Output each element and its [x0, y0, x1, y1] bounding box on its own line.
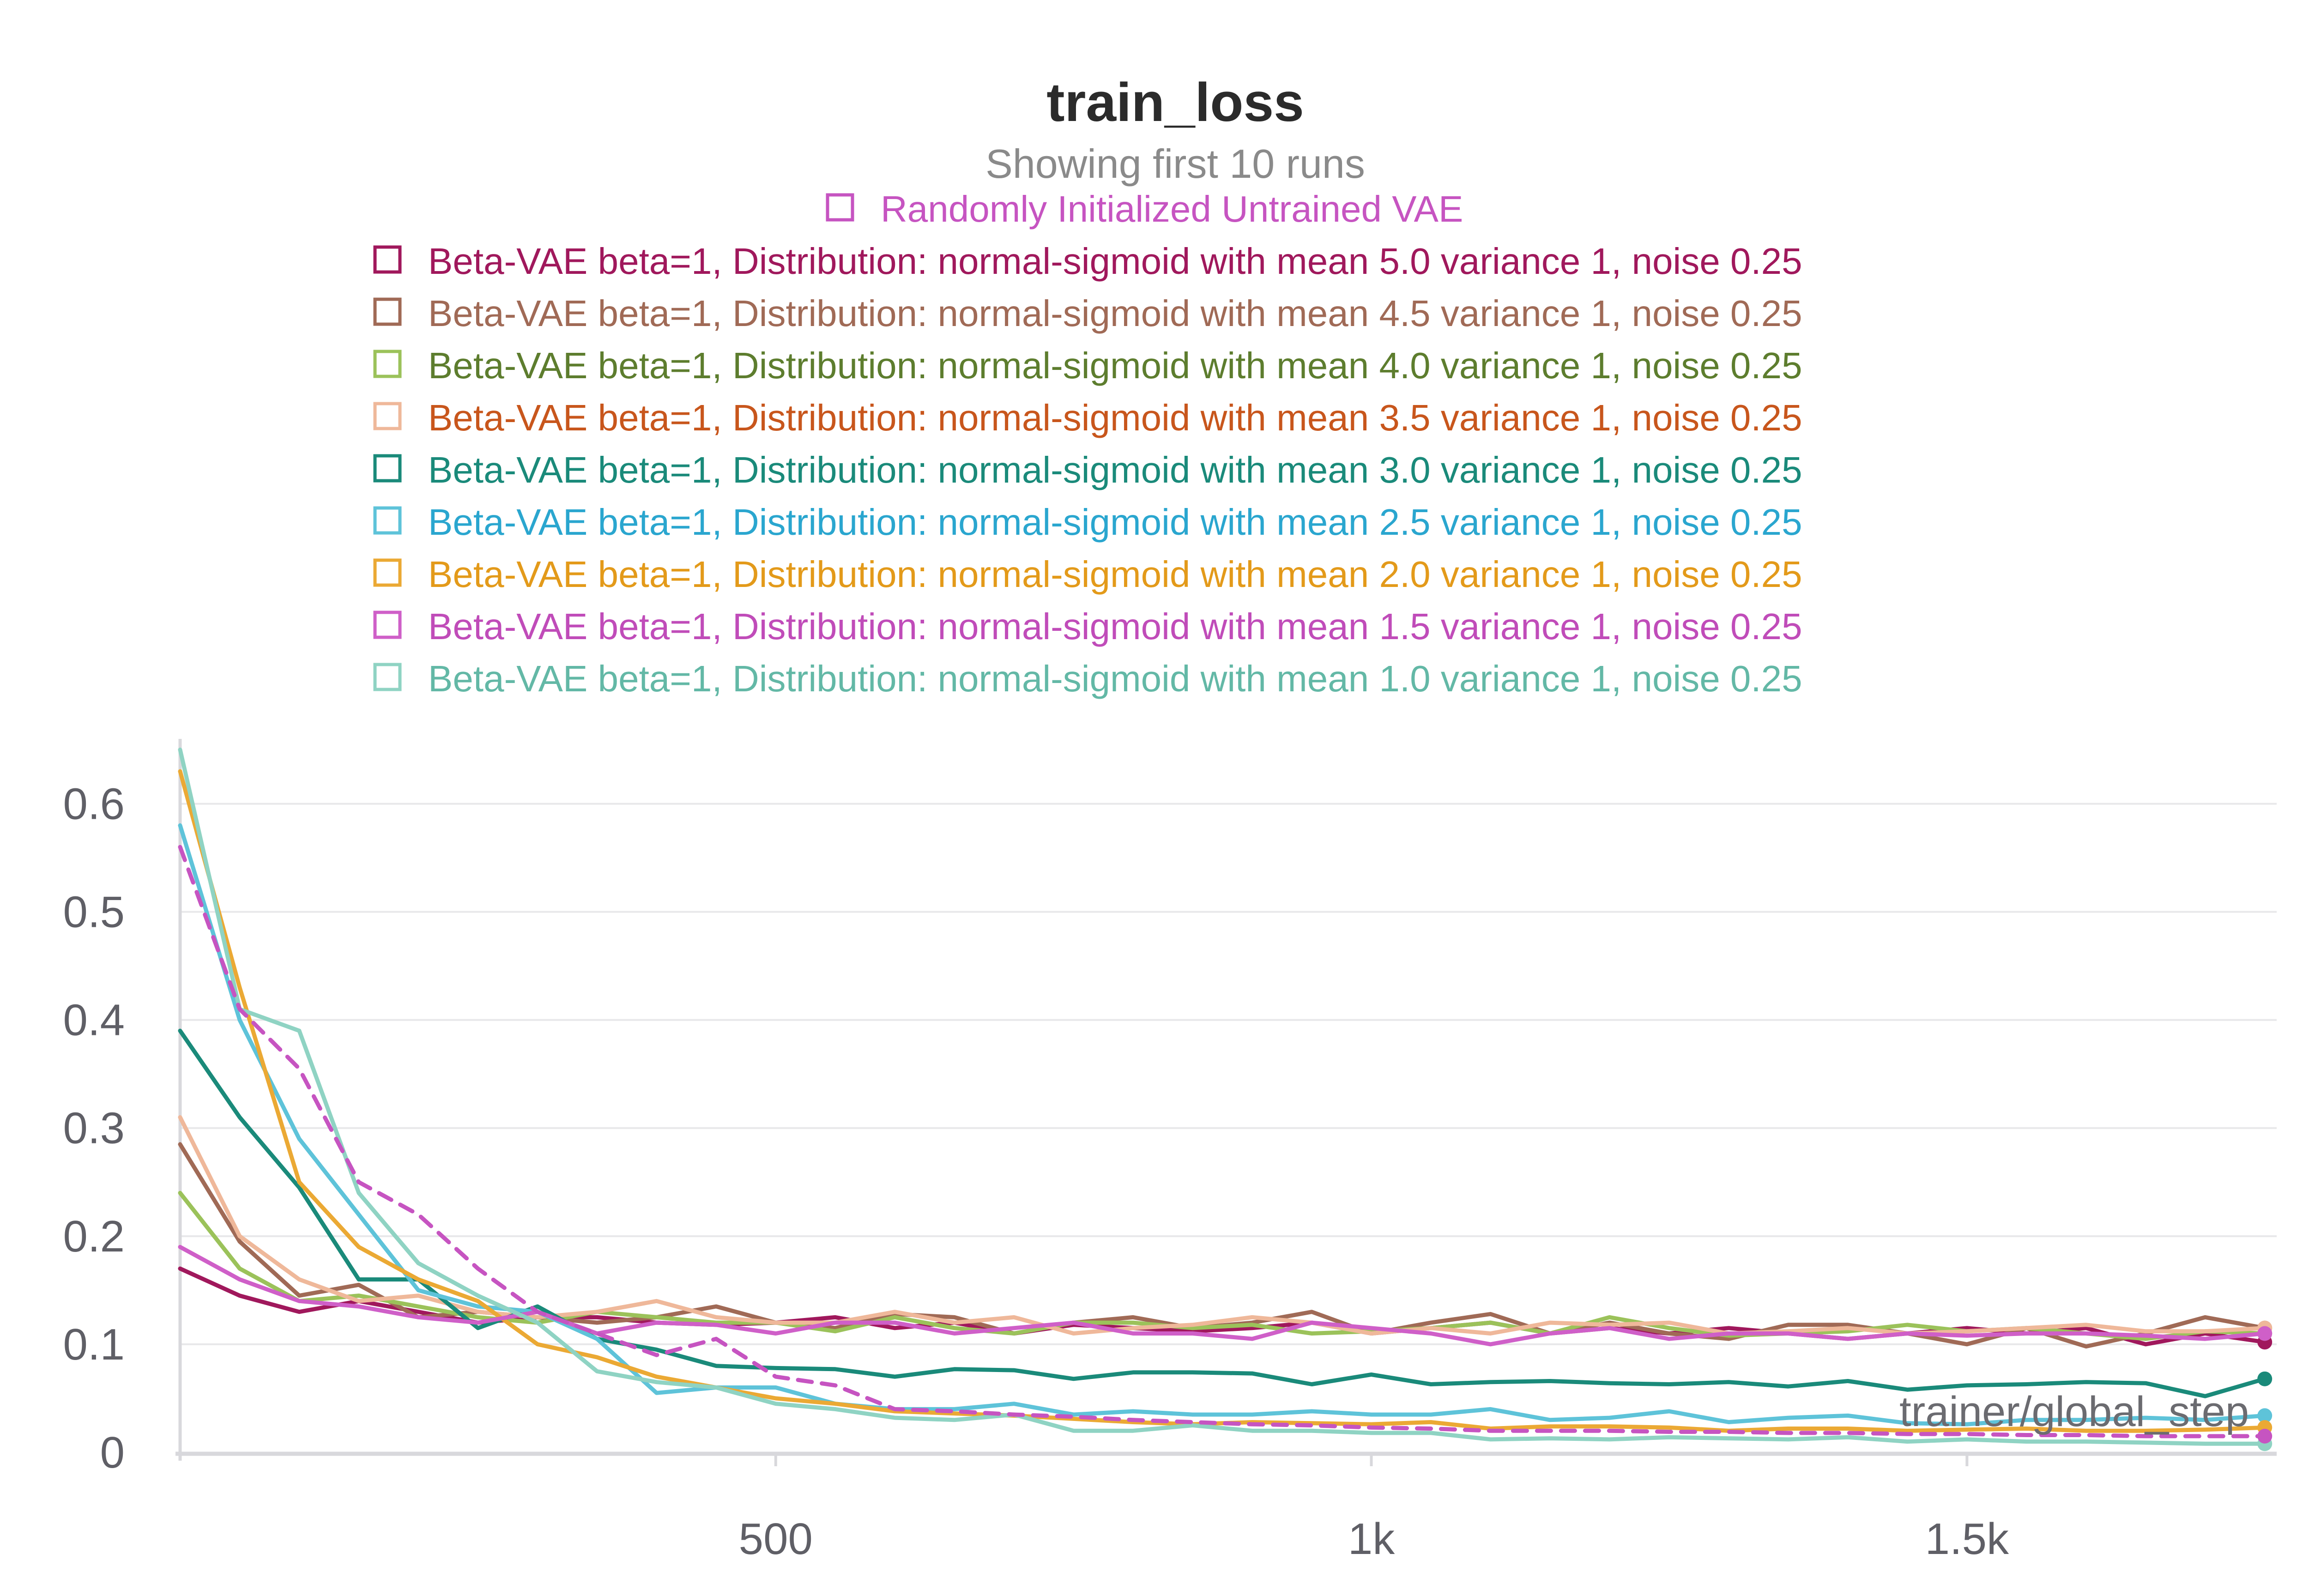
- chart-title: train_loss: [1046, 72, 1304, 133]
- y-tick-label: 0.6: [63, 779, 125, 828]
- series-line: [178, 1245, 2267, 1347]
- legend-swatch: [373, 611, 402, 639]
- legend-swatch: [826, 193, 854, 222]
- y-axis: 0 0.1 0.2 0.3 0.4 0.5 0.6: [63, 779, 125, 1477]
- legend-entry: Beta-VAE beta=1, Distribution: normal-si…: [428, 241, 1802, 282]
- series-end-point: [2257, 1428, 2273, 1444]
- series-line: [178, 769, 2267, 1433]
- series-line: [178, 823, 2267, 1427]
- series-end-point: [2257, 1408, 2273, 1423]
- legend-entry: Randomly Initialized Untrained VAE: [881, 188, 1463, 230]
- legend-entry: Beta-VAE beta=1, Distribution: normal-si…: [428, 345, 1802, 386]
- legend-entry: Beta-VAE beta=1, Distribution: normal-si…: [428, 502, 1802, 543]
- legend-swatch: [373, 245, 402, 274]
- legend-entry: Beta-VAE beta=1, Distribution: normal-si…: [428, 658, 1802, 699]
- y-tick-label: 0.1: [63, 1320, 125, 1369]
- legend-entry: Beta-VAE beta=1, Distribution: normal-si…: [428, 397, 1802, 438]
- legend-entry: Beta-VAE beta=1, Distribution: normal-si…: [428, 606, 1802, 647]
- x-axis: 500 1k 1.5k: [739, 1452, 2009, 1564]
- legend-swatch: [373, 506, 402, 535]
- legend: Randomly Initialized Untrained VAE Beta-V…: [373, 188, 1802, 699]
- x-tick-label: 1.5k: [1925, 1514, 2009, 1564]
- y-tick-label: 0.5: [63, 888, 125, 937]
- series-lines: [178, 747, 2273, 1451]
- legend-swatch: [373, 663, 402, 691]
- legend-entry: Beta-VAE beta=1, Distribution: normal-si…: [428, 554, 1802, 595]
- legend-swatch: [373, 454, 402, 483]
- grid: [175, 739, 2277, 1461]
- series-end-point: [2257, 1371, 2273, 1386]
- x-tick-label: 500: [739, 1514, 813, 1564]
- y-tick-label: 0.3: [63, 1104, 125, 1153]
- series-line: [178, 747, 2267, 1446]
- y-tick-label: 0.4: [63, 996, 125, 1045]
- series-line: [178, 1191, 2267, 1341]
- x-axis-label: trainer/global_step: [1899, 1388, 2249, 1435]
- legend-swatch: [373, 297, 402, 326]
- legend-swatch: [373, 558, 402, 587]
- series-line: [178, 845, 2267, 1439]
- series-end-point: [2257, 1326, 2273, 1341]
- y-tick-label: 0.2: [63, 1212, 125, 1261]
- legend-entry: Beta-VAE beta=1, Distribution: normal-si…: [428, 449, 1802, 490]
- x-tick-label: 1k: [1348, 1514, 1395, 1564]
- legend-swatch: [373, 350, 402, 378]
- legend-entry: Beta-VAE beta=1, Distribution: normal-si…: [428, 293, 1802, 334]
- chart-subtitle: Showing first 10 runs: [985, 141, 1365, 187]
- y-tick-label: 0: [100, 1428, 125, 1477]
- legend-swatch: [373, 402, 402, 430]
- series-line: [178, 1142, 2267, 1349]
